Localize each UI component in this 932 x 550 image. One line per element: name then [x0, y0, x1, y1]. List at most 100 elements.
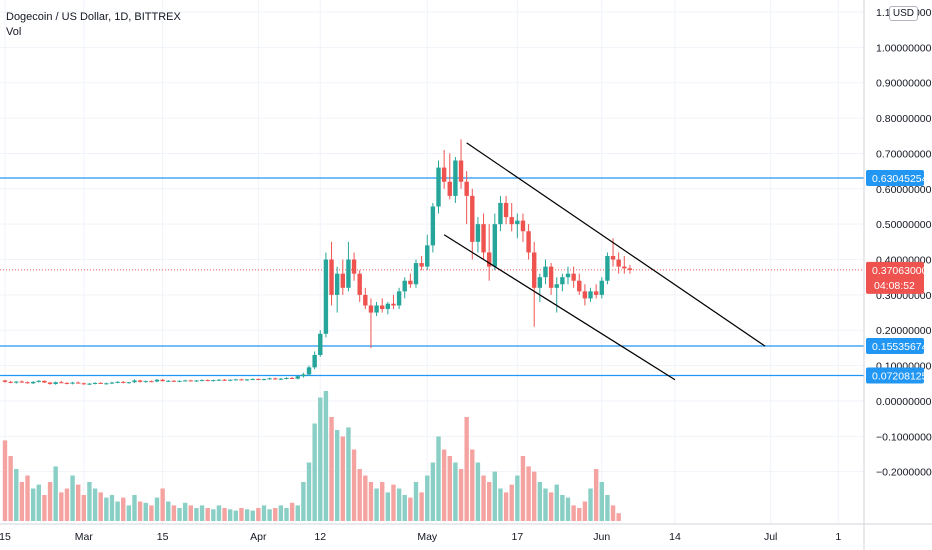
currency-button[interactable]: USD [888, 6, 918, 21]
volume-bar [329, 417, 334, 521]
candle-body [441, 167, 447, 182]
candle-body [334, 273, 340, 295]
candle-body [368, 305, 374, 313]
volume-bar [453, 462, 458, 521]
volume-bar [160, 488, 165, 521]
candle-body [42, 380, 47, 383]
volume-bar [92, 488, 98, 521]
volume-bar [526, 466, 531, 521]
volume-bar [19, 482, 25, 521]
candle-body [177, 380, 182, 382]
y-tick-label: −0.10000000 [876, 431, 932, 443]
volume-bar [447, 456, 452, 521]
volume-bar [396, 488, 402, 521]
y-tick-label: 0.20000000 [876, 325, 932, 337]
candle-body [92, 382, 98, 384]
candle-body [498, 202, 503, 225]
candle-body [554, 284, 559, 288]
candle-body [36, 380, 41, 382]
candle-body [413, 263, 419, 285]
volume-bar [470, 449, 475, 521]
candle-body [2, 380, 8, 382]
candle-body [577, 280, 582, 292]
x-tick-label: Apr [250, 531, 267, 543]
candle-body [87, 383, 92, 385]
volume-bar [391, 484, 396, 521]
candle-body [560, 277, 565, 285]
volume-bar [548, 492, 554, 521]
volume-bar [351, 449, 357, 521]
candle-body [121, 381, 126, 383]
level-badge [866, 170, 924, 187]
candle-body [470, 195, 475, 242]
volume-bar [464, 417, 469, 521]
volume-bar [425, 475, 430, 521]
volume-bar [194, 508, 199, 521]
candle-body [306, 367, 312, 375]
volume-bar [537, 482, 543, 521]
trend-channel-line[interactable] [466, 142, 766, 347]
candle-body [104, 383, 109, 385]
y-tick-label: −0.20000000 [876, 467, 932, 479]
x-tick-label: May [417, 531, 438, 543]
volume-bar [419, 492, 424, 521]
volume-bar [503, 492, 509, 521]
volume-bar [188, 505, 193, 521]
volume-bar [233, 510, 239, 521]
volume-bar [605, 495, 610, 521]
volume-bar [104, 497, 109, 521]
candle-body [312, 354, 317, 368]
candle-body [149, 381, 154, 383]
volume-bar [509, 484, 514, 521]
volume-bar [132, 495, 137, 521]
candle-body [346, 259, 351, 288]
x-tick-label: Jul [764, 531, 777, 543]
y-tick-label: 0.90000000 [876, 78, 932, 90]
candle-body [115, 381, 120, 383]
volume-bar [166, 501, 171, 521]
candle-body [453, 160, 458, 196]
candle-body [582, 291, 588, 299]
volume-bar [126, 505, 132, 521]
candle-body [351, 259, 357, 274]
volume-bar [475, 462, 481, 521]
candle-body [329, 259, 334, 295]
candle-body [492, 224, 498, 267]
candle-body [256, 379, 261, 381]
volume-bar [402, 495, 407, 521]
volume-bar [346, 427, 351, 521]
y-tick-label: 1.00000000 [876, 42, 932, 54]
candle-body [109, 382, 115, 384]
candle-body [284, 377, 289, 379]
candle-body [244, 379, 250, 381]
volume-bar [357, 469, 362, 521]
current-price-badge [866, 261, 924, 294]
candle-body [616, 259, 621, 267]
volume-bar [199, 505, 205, 521]
trend-channel-line[interactable] [443, 234, 676, 381]
candle-body [385, 303, 391, 310]
x-tick-label: Jun [593, 531, 610, 543]
volume-bar [222, 508, 227, 521]
volume-bar [154, 497, 160, 521]
volume-bar [284, 508, 289, 521]
volume-bar [458, 469, 464, 521]
candle-body [374, 305, 379, 313]
candle-body [402, 280, 407, 292]
candle-body [261, 379, 267, 381]
volume-bar [408, 497, 413, 521]
volume-bar [560, 495, 565, 521]
candle-body [250, 379, 255, 381]
x-tick-label: 15 [157, 531, 169, 543]
volume-bar [87, 482, 92, 521]
candle-body [391, 303, 396, 306]
candle-body [75, 382, 81, 384]
candle-body [537, 277, 543, 288]
volume-bar [306, 462, 312, 521]
candle-body [380, 305, 385, 310]
candle-body [154, 379, 160, 382]
candle-body [396, 291, 402, 306]
volume-bar [278, 505, 284, 521]
candle-body [610, 255, 616, 260]
